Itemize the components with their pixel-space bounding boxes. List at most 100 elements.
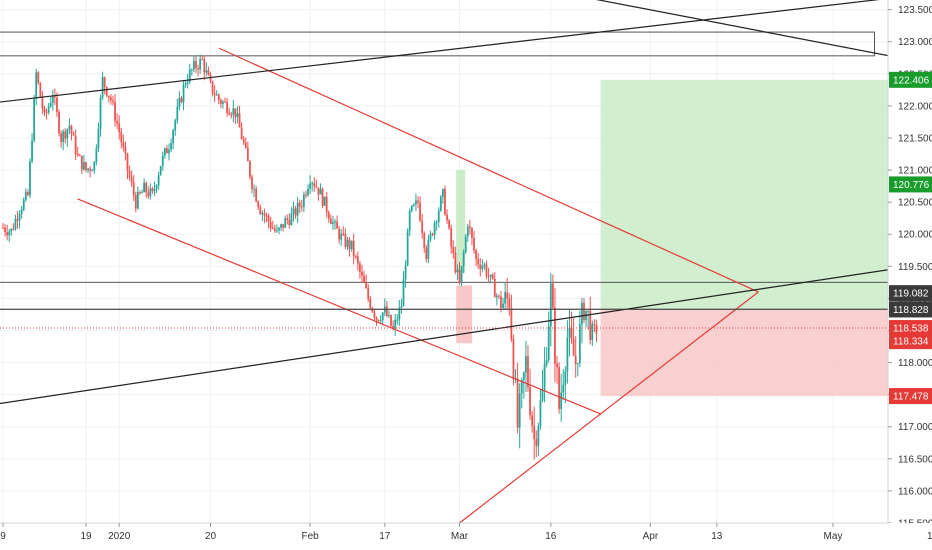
y-tick-label: 116.500 xyxy=(898,454,932,465)
y-tick-label: 121.500 xyxy=(898,133,932,144)
candle-down xyxy=(589,310,592,341)
candle-up xyxy=(159,166,162,176)
price-tag xyxy=(889,301,932,318)
candle-up xyxy=(29,161,31,196)
y-tick-label: 119.500 xyxy=(898,262,932,273)
candle-up xyxy=(155,185,158,189)
candle-down xyxy=(477,258,480,265)
candle-up xyxy=(87,168,89,171)
candle-down xyxy=(234,108,237,117)
candle-up xyxy=(442,189,444,197)
candle-up xyxy=(398,307,401,320)
candle-down xyxy=(371,308,374,312)
candle-up xyxy=(176,106,179,121)
candle-down xyxy=(354,256,357,258)
candle-up xyxy=(564,371,567,385)
candle-down xyxy=(473,237,475,251)
candle-down xyxy=(56,97,58,113)
highlight-box-red xyxy=(456,285,473,344)
candle-down xyxy=(74,135,77,155)
candle-up xyxy=(33,98,36,141)
candle-up xyxy=(163,148,166,156)
candle-down xyxy=(535,439,538,446)
candle-down xyxy=(139,192,141,194)
candle-up xyxy=(22,199,25,210)
candle-up xyxy=(429,233,432,240)
candle-down xyxy=(41,96,44,109)
candle-down xyxy=(269,221,272,229)
candle-down xyxy=(263,213,266,216)
candle-down xyxy=(423,232,426,248)
candle-down xyxy=(572,338,575,356)
candle-up xyxy=(439,196,442,211)
candle-up xyxy=(280,224,282,228)
candle-down xyxy=(224,101,226,103)
candle-up xyxy=(334,221,336,223)
x-tick-label: 9 xyxy=(0,531,6,542)
candle-down xyxy=(508,298,511,308)
candle-down xyxy=(244,142,247,148)
y-tick-label: 121.000 xyxy=(898,166,932,177)
candle-down xyxy=(116,120,119,124)
y-axis-background xyxy=(888,0,932,550)
candle-down xyxy=(107,95,110,98)
channel-upper-line xyxy=(218,47,759,293)
y-tick-label: 120.500 xyxy=(898,198,932,209)
candle-down xyxy=(112,100,114,102)
candle-up xyxy=(174,120,177,131)
x-tick-label: 2020 xyxy=(108,531,131,542)
candle-down xyxy=(213,93,216,96)
x-tick-label: 18 xyxy=(927,531,932,542)
candle-down xyxy=(126,153,129,171)
x-axis[interactable]: 919202020Feb17Mar16Apr13May18 xyxy=(0,522,932,550)
candle-up xyxy=(388,315,390,317)
candle-down xyxy=(390,315,392,326)
candle-up xyxy=(545,359,548,365)
candle-up xyxy=(520,379,523,394)
candle-down xyxy=(6,232,9,236)
candle-up xyxy=(222,101,224,104)
candle-up xyxy=(278,227,280,231)
candle-down xyxy=(12,228,15,230)
candle-down xyxy=(118,123,121,133)
candle-up xyxy=(31,140,33,162)
price-tag xyxy=(889,285,932,302)
candle-down xyxy=(556,363,558,368)
candle-up xyxy=(143,182,145,193)
candle-down xyxy=(458,269,461,284)
trend-line-falling xyxy=(595,0,932,65)
candle-up xyxy=(232,108,235,115)
candle-up xyxy=(547,326,550,360)
candle-up xyxy=(136,192,139,209)
candle-up xyxy=(541,389,544,401)
candle-up xyxy=(99,97,102,129)
candle-down xyxy=(593,323,596,325)
candle-down xyxy=(58,112,60,134)
candle-down xyxy=(45,112,48,114)
candle-up xyxy=(591,323,594,341)
candle-down xyxy=(315,186,318,188)
price-tag xyxy=(889,176,932,193)
candle-up xyxy=(522,372,525,380)
candle-up xyxy=(437,210,440,222)
candle-down xyxy=(595,324,598,334)
y-tick-label: 123.000 xyxy=(898,37,932,48)
candle-down xyxy=(27,192,29,196)
candle-up xyxy=(290,213,293,226)
candle-down xyxy=(145,182,148,193)
candle-up xyxy=(178,97,181,107)
candle-up xyxy=(566,337,569,372)
candle-down xyxy=(338,228,341,240)
candle-down xyxy=(471,228,473,238)
candle-down xyxy=(217,94,220,100)
candle-up xyxy=(319,188,322,195)
candle-down xyxy=(425,247,428,259)
candle-down xyxy=(151,188,154,192)
price-tag-label: 118.828 xyxy=(893,305,929,316)
candle-down xyxy=(558,367,560,409)
candle-down xyxy=(450,228,453,247)
candle-down xyxy=(313,183,316,187)
candle-up xyxy=(309,183,311,189)
candle-up xyxy=(253,188,255,190)
